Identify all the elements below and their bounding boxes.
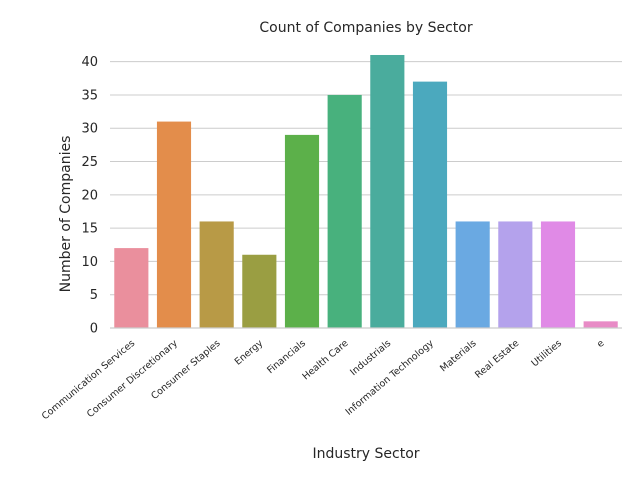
bar	[498, 221, 533, 328]
bar	[412, 81, 448, 328]
y-tick-label: 25	[81, 155, 98, 170]
bar	[156, 121, 192, 328]
bar	[583, 321, 618, 328]
x-tick-label: Utilities	[529, 338, 563, 369]
x-tick-label: Financials	[265, 338, 308, 376]
y-axis-label: Number of Companies	[58, 136, 74, 293]
x-tick-label: e	[595, 338, 607, 350]
y-tick-labels: 0 5 10 15 20 25 30 35 40	[81, 55, 98, 336]
x-tick-label: Information Technology	[344, 338, 437, 418]
y-tick-label: 15	[81, 222, 98, 237]
bar	[284, 134, 320, 328]
bar	[199, 221, 234, 328]
gridlines	[110, 61, 622, 296]
x-tick-label: Industrials	[348, 338, 393, 378]
x-tick-label: Health Care	[300, 338, 350, 383]
chart-title: Count of Companies by Sector	[259, 20, 472, 36]
x-tick-label: Materials	[438, 338, 478, 374]
y-tick-label: 10	[81, 255, 98, 270]
y-tick-label: 40	[81, 55, 98, 70]
y-tick-label: 5	[90, 288, 98, 303]
bar	[114, 248, 149, 328]
bar	[540, 221, 576, 328]
bar	[455, 221, 490, 328]
bars	[114, 54, 618, 329]
bar	[327, 94, 362, 328]
y-tick-label: 0	[90, 322, 98, 337]
x-axis-label: Industry Sector	[312, 446, 419, 462]
y-tick-label: 30	[81, 122, 98, 137]
bar	[370, 54, 405, 329]
x-tick-label: Real Estate	[473, 338, 521, 381]
bar	[242, 254, 277, 328]
y-tick-label: 20	[81, 188, 98, 203]
x-tick-label: Energy	[233, 338, 266, 368]
y-tick-label: 35	[81, 88, 98, 103]
